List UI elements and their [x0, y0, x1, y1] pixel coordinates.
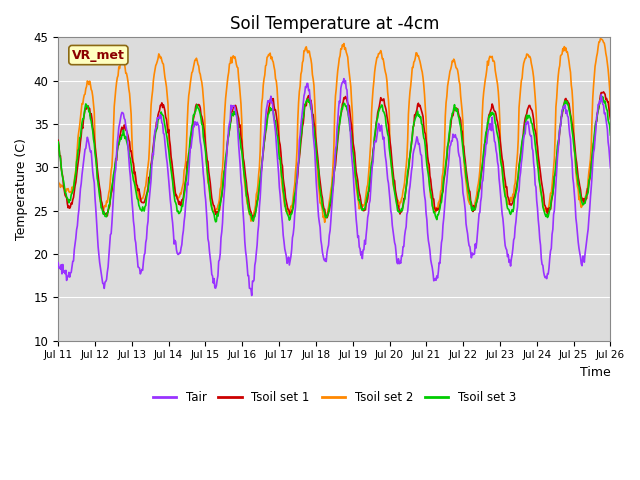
Y-axis label: Temperature (C): Temperature (C)	[15, 138, 28, 240]
Title: Soil Temperature at -4cm: Soil Temperature at -4cm	[230, 15, 439, 33]
Text: VR_met: VR_met	[72, 48, 125, 61]
Legend: Tair, Tsoil set 1, Tsoil set 2, Tsoil set 3: Tair, Tsoil set 1, Tsoil set 2, Tsoil se…	[148, 386, 521, 408]
X-axis label: Time: Time	[580, 366, 611, 379]
